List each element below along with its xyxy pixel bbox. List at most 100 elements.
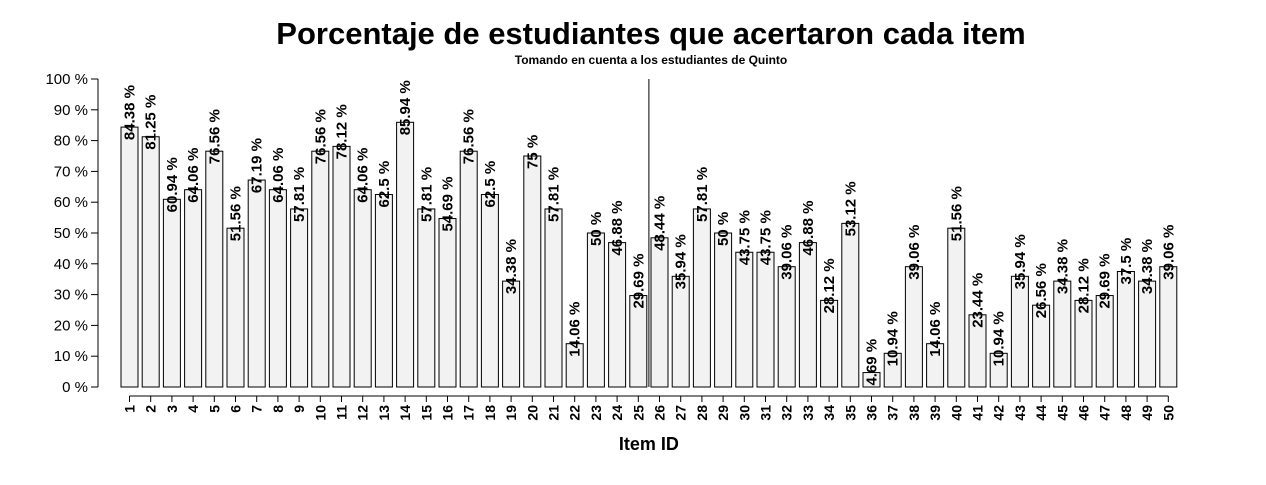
bar-item-20: [523, 155, 542, 388]
bar-item-35: [841, 222, 860, 388]
bar-item-46: [1074, 299, 1093, 388]
x-tick-label: 7: [249, 405, 265, 413]
y-tick-label: 80 %: [54, 133, 88, 150]
bar-item-10: [311, 150, 330, 388]
bar-item-22: [565, 343, 584, 388]
bar-item-6: [226, 227, 245, 388]
bar-item-24: [608, 242, 627, 388]
data-label-item-34: 28.12 %: [821, 258, 838, 313]
x-tick-label: 33: [800, 405, 816, 421]
data-label-item-23: 50 %: [588, 212, 605, 246]
bar-item-30: [735, 251, 754, 388]
bar-item-37: [883, 352, 902, 388]
data-label-item-27: 35.94 %: [673, 234, 690, 289]
data-label-item-7: 67.19 %: [249, 138, 266, 193]
data-label-item-33: 46.88 %: [800, 201, 817, 256]
x-tick-label: 31: [758, 405, 774, 421]
data-label-item-37: 10.94 %: [885, 311, 902, 366]
x-tick-label: 24: [609, 405, 625, 421]
bar-item-4: [184, 189, 203, 388]
x-tick-label: 9: [291, 405, 307, 413]
data-label-item-17: 76.56 %: [461, 109, 478, 164]
data-label-item-8: 64.06 %: [270, 148, 287, 203]
x-tick-label: 19: [503, 405, 519, 421]
y-tick-label: 20 %: [54, 317, 88, 334]
data-label-item-50: 39.06 %: [1160, 225, 1177, 280]
x-tick-label: 49: [1139, 405, 1155, 421]
data-label-item-47: 29.69 %: [1097, 254, 1114, 309]
bar-item-48: [1116, 271, 1135, 388]
bar-item-3: [162, 198, 181, 388]
x-tick-label: 41: [970, 405, 986, 421]
data-label-item-24: 46.88 %: [609, 201, 626, 256]
data-label-item-46: 28.12 %: [1076, 258, 1093, 313]
data-label-item-11: 78.12 %: [334, 104, 351, 159]
data-label-item-41: 23.44 %: [970, 273, 987, 328]
x-tick-label: 25: [630, 405, 646, 421]
x-tick-label: 47: [1097, 405, 1113, 421]
bar-item-13: [374, 194, 393, 388]
data-label-item-1: 84.38 %: [122, 85, 139, 140]
x-tick-label: 13: [376, 405, 392, 421]
y-tick-label: 50 %: [54, 225, 88, 242]
bar-item-21: [544, 208, 563, 388]
bar-item-9: [290, 208, 309, 388]
data-label-item-36: 4.69 %: [864, 339, 881, 386]
data-label-item-21: 57.81 %: [546, 167, 563, 222]
data-label-item-22: 14.06 %: [567, 302, 584, 357]
x-tick-label: 22: [567, 405, 583, 421]
data-label-item-14: 85.94 %: [397, 80, 414, 135]
bar-item-36: [862, 372, 881, 388]
x-tick-label: 21: [546, 405, 562, 421]
bar-item-49: [1138, 280, 1157, 388]
bar-item-41: [968, 314, 987, 388]
x-tick-label: 5: [206, 405, 222, 413]
data-label-item-6: 51.56 %: [228, 186, 245, 241]
bar-item-23: [586, 232, 605, 388]
x-tick-label: 44: [1033, 405, 1049, 421]
data-label-item-18: 62.5 %: [482, 161, 499, 208]
x-tick-label: 42: [991, 405, 1007, 421]
chart-subtitle: Tomando en cuenta a los estudiantes de Q…: [514, 53, 788, 67]
y-tick-label: 70 %: [54, 163, 88, 180]
data-label-item-45: 34.38 %: [1054, 239, 1071, 294]
x-tick-label: 39: [927, 405, 943, 421]
data-label-item-39: 14.06 %: [927, 302, 944, 357]
bars: [120, 121, 1178, 388]
bar-item-29: [714, 232, 733, 388]
bar-item-7: [247, 179, 266, 388]
x-tick-label: 8: [270, 405, 286, 413]
bar-item-43: [1010, 275, 1029, 388]
x-tick-label: 10: [312, 405, 328, 421]
data-label-item-2: 81.25 %: [143, 95, 160, 150]
y-tick-label: 60 %: [54, 194, 88, 211]
bar-item-16: [438, 218, 457, 388]
x-tick-label: 36: [864, 405, 880, 421]
bar-item-14: [396, 121, 415, 388]
bar-item-50: [1159, 266, 1178, 388]
x-tick-label: 30: [736, 405, 752, 421]
y-tick-label: 10 %: [54, 348, 88, 365]
x-tick-label: 11: [334, 405, 350, 420]
data-label-item-35: 53.12 %: [842, 181, 859, 236]
data-labels: 84.38 % 81.25 %60.94 % 64.06 % 76.56 % 51.56…: [122, 80, 1178, 385]
data-label-item-28: 57.81 %: [694, 167, 711, 222]
x-tick-label: 14: [397, 405, 413, 421]
x-tick-label: 40: [948, 405, 964, 421]
data-label-item-5: 76.56 %: [206, 109, 223, 164]
data-label-item-3: 60.94 %: [164, 157, 181, 212]
data-label-item-10: 76.56 %: [312, 109, 329, 164]
x-tick-label: 28: [694, 405, 710, 421]
bar-item-19: [502, 280, 521, 388]
data-label-item-29: 50 %: [715, 212, 732, 246]
x-tick-label: 3: [164, 405, 180, 413]
bar-item-15: [417, 208, 436, 388]
bar-item-11: [332, 145, 351, 388]
data-label-item-16: 54.69 %: [440, 177, 457, 232]
x-tick-label: 17: [461, 405, 477, 421]
bar-item-5: [205, 150, 224, 388]
x-tick-label: 18: [482, 405, 498, 421]
data-label-item-40: 51.56 %: [948, 186, 965, 241]
x-tick-label: 15: [418, 405, 434, 421]
